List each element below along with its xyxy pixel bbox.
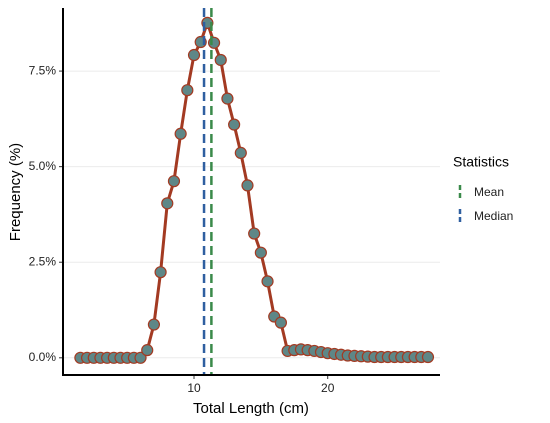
legend-label: Mean — [474, 185, 504, 199]
point — [147, 318, 161, 331]
y-tick-label: 0.0% — [29, 350, 57, 364]
point — [214, 53, 227, 67]
line — [80, 18, 428, 360]
point — [141, 344, 154, 357]
x-tick-label: 20 — [321, 381, 335, 395]
point — [181, 84, 194, 97]
point — [421, 350, 435, 364]
point — [154, 266, 167, 279]
point — [228, 118, 241, 131]
point — [174, 127, 187, 140]
legend-title: Statistics — [453, 154, 509, 170]
point — [187, 48, 201, 62]
point — [161, 197, 174, 210]
point — [234, 146, 247, 159]
point — [241, 179, 254, 192]
point — [261, 275, 274, 288]
point — [254, 246, 267, 259]
y-axis-title: Frequency (%) — [7, 143, 24, 241]
y-tick-label: 5.0% — [29, 159, 57, 173]
x-axis-title: Total Length (cm) — [193, 400, 309, 417]
legend-label: Median — [474, 209, 513, 223]
point — [167, 175, 181, 188]
point — [221, 92, 234, 105]
y-tick-label: 7.5% — [29, 63, 57, 77]
point — [248, 227, 261, 240]
x-tick-label: 10 — [187, 381, 201, 395]
point — [134, 351, 147, 364]
y-tick-label: 2.5% — [29, 254, 57, 268]
point — [274, 316, 288, 329]
